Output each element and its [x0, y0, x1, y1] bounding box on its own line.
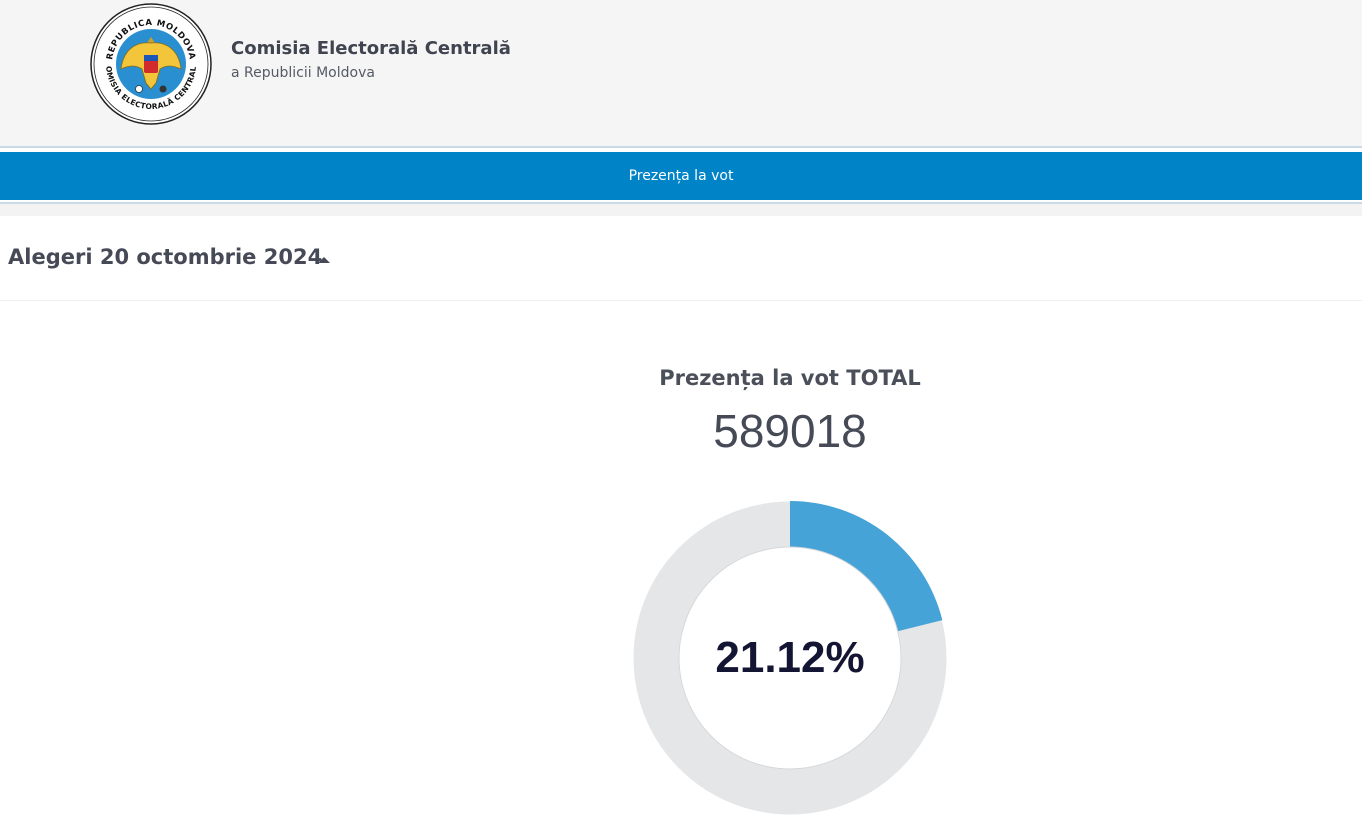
nav-divider: [0, 202, 1362, 204]
election-title[interactable]: Alegeri 20 octombrie 2024: [8, 245, 323, 269]
election-accordion-header[interactable]: Alegeri 20 octombrie 2024: [0, 216, 1362, 301]
cec-seal-icon[interactable]: REPUBLICA MOLDOVA COMISIA ELECTORALĂ CEN…: [90, 3, 212, 125]
header-divider: [0, 146, 1362, 148]
turnout-total-value: 589018: [713, 405, 867, 457]
content-separator: [0, 204, 1362, 216]
turnout-total-label: Prezența la vot TOTAL: [659, 366, 921, 390]
org-name[interactable]: Comisia Electorală Centrală: [231, 38, 511, 59]
donut-filled-arc: [790, 501, 943, 632]
nav-item-turnout[interactable]: Prezența la vot: [628, 168, 734, 184]
turnout-percent: 21.12%: [715, 633, 865, 682]
caret-up-icon[interactable]: [318, 257, 330, 263]
main-nav: Prezența la vot: [0, 152, 1362, 200]
donut-inner-circle: [678, 546, 902, 770]
site-header: REPUBLICA MOLDOVA COMISIA ELECTORALĂ CEN…: [0, 0, 1362, 146]
turnout-donut-chart: [633, 501, 947, 815]
org-subtitle: a Republicii Moldova: [231, 65, 375, 81]
